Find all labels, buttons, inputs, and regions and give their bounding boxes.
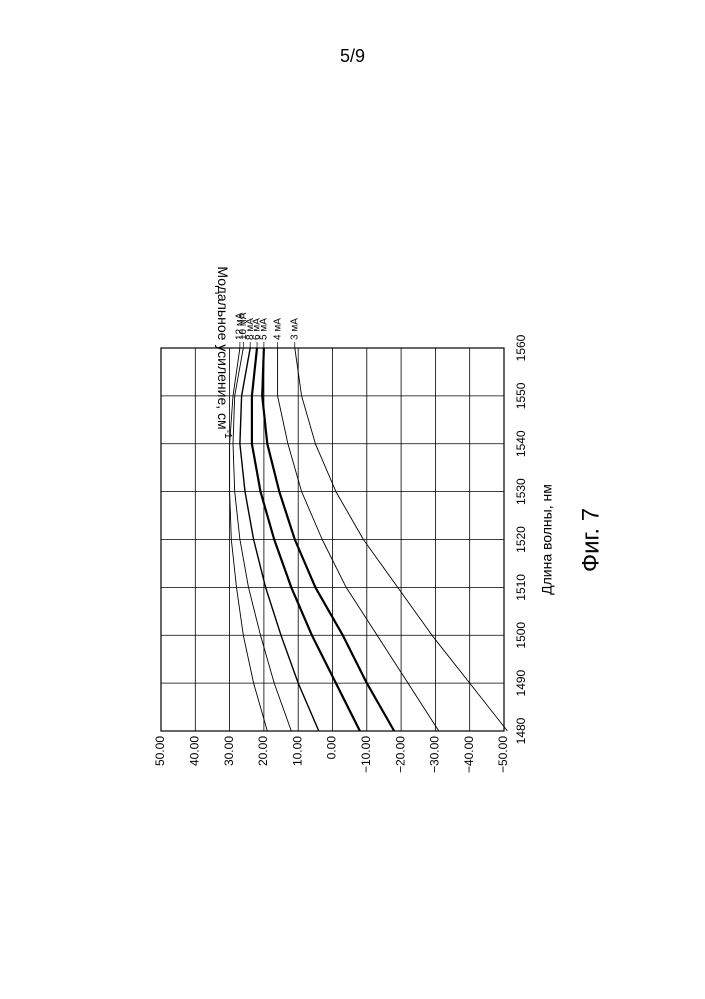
y-tick-label: 30.00: [222, 736, 236, 766]
x-tick-label: 1510: [514, 574, 528, 601]
x-tick-label: 1540: [514, 430, 528, 457]
series-label: 5 мА: [259, 318, 270, 340]
x-tick-label: 1480: [514, 717, 528, 744]
y-tick-labels: −50.00 −40.00 −30.00 −20.00 −10.00 0.00 10.00 2…: [153, 736, 510, 773]
y-tick-label: 40.00: [187, 736, 201, 766]
x-tick-label: 1520: [514, 526, 528, 553]
x-tick-labels: 1480 1490 1500 1510 1520 1530 1540 1550 1560: [514, 334, 528, 744]
x-axis-title: Длина волны, нм: [539, 484, 555, 595]
series-label: 4 мА: [272, 318, 283, 340]
grid-lines: [161, 348, 504, 731]
y-tick-label: 50.00: [153, 736, 167, 766]
x-tick-label: 1490: [514, 669, 528, 696]
figure-caption: Фиг. 7: [577, 508, 604, 572]
y-tick-label: 10.00: [290, 736, 304, 766]
y-axis-title: Модальное усиление, см-1: [215, 266, 233, 439]
y-tick-label: −30.00: [428, 736, 442, 773]
x-tick-label: 1550: [514, 382, 528, 409]
y-tick-label: 0.00: [325, 736, 339, 760]
series-labels: 12 мА10 мА8 мА6 мА5 мА4 мА3 мА: [235, 312, 301, 348]
x-tick-label: 1560: [514, 334, 528, 361]
y-tick-label: −40.00: [462, 736, 476, 773]
y-tick-label: −10.00: [359, 736, 373, 773]
series-label: 3 мА: [289, 318, 300, 340]
y-tick-label: 20.00: [256, 736, 270, 766]
y-tick-label: −20.00: [393, 736, 407, 773]
x-tick-label: 1530: [514, 478, 528, 505]
x-tick-label: 1500: [514, 622, 528, 649]
y-tick-label: −50.00: [496, 736, 510, 773]
